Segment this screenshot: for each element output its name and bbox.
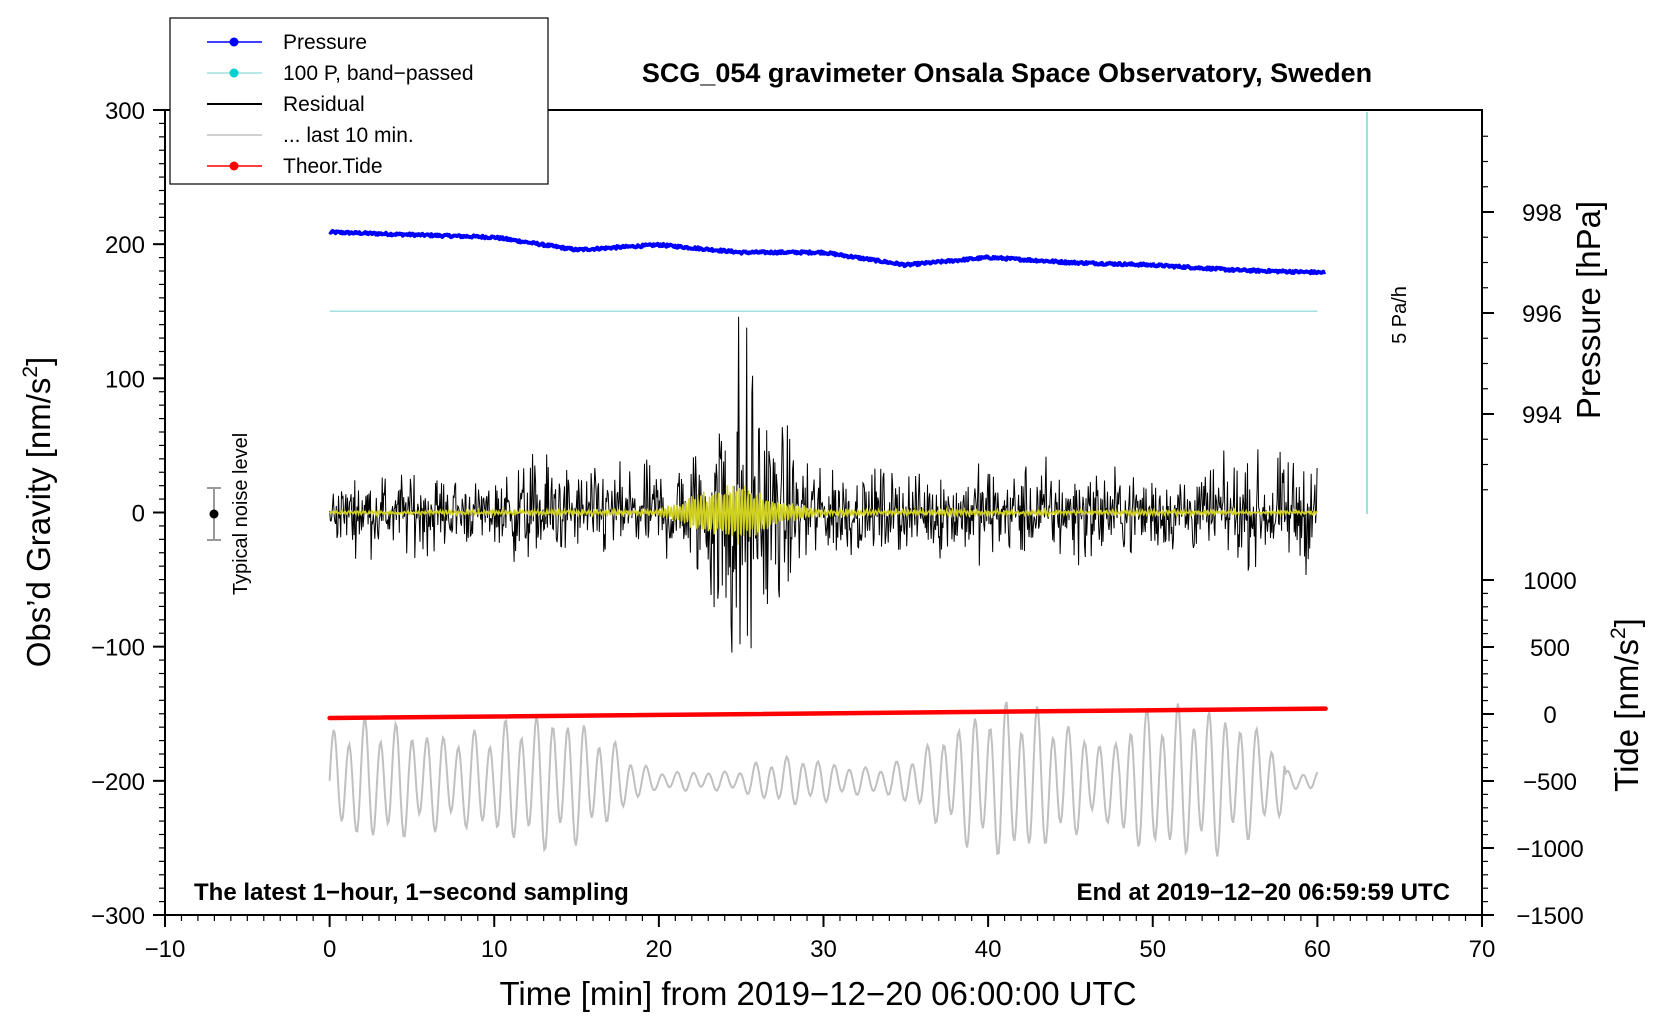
legend-entry: Residual — [207, 93, 365, 116]
pressure-tick-label: 996 — [1522, 301, 1562, 328]
legend-entries: Pressure 100 P, band−passed Residual ... la… — [207, 31, 474, 178]
y-tick-label: 200 — [105, 232, 145, 259]
legend: Pressure 100 P, band−passed Residual ... la… — [169, 17, 549, 185]
series-residual-bandpassed — [328, 485, 1319, 545]
tide-tick-label: −1500 — [1516, 903, 1583, 930]
y-axis-title-tide: Tide [nm/s2] — [1607, 618, 1645, 792]
noise-indicator — [207, 487, 221, 541]
y-axis-title-left-tail: ] — [20, 357, 57, 366]
legend-marker — [229, 68, 239, 78]
x-tick-label: 0 — [323, 936, 336, 963]
y-axis-ticks: −300 −200 −100 0 100 200 300 — [91, 98, 165, 930]
pressure-tick-label: 998 — [1522, 200, 1562, 227]
y-tick-label: −100 — [91, 635, 145, 662]
x-tick-label: 30 — [810, 936, 837, 963]
legend-entry: 100 P, band−passed — [207, 62, 474, 85]
tide-tick-label: 500 — [1530, 635, 1570, 662]
y-tick-label: 300 — [105, 98, 145, 125]
x-tick-label: −10 — [145, 936, 186, 963]
tide-tick-label: 0 — [1543, 702, 1556, 729]
noise-label: Typical noise level — [230, 433, 252, 595]
legend-label: 100 P, band−passed — [283, 62, 474, 85]
y-axis-title-pressure: Pressure [hPa] — [1570, 201, 1607, 419]
x-axis-title: Time [min] from 2019−12−20 06:00:00 UTC — [499, 975, 1136, 1012]
y-axis-title-tide-tail: ] — [1608, 618, 1645, 627]
pressure-tick-label: 994 — [1522, 402, 1562, 429]
x-tick-label: 10 — [481, 936, 508, 963]
legend-marker — [229, 161, 239, 171]
y-tick-label: 0 — [132, 501, 145, 528]
x-tick-label: 60 — [1304, 936, 1331, 963]
y-axis-title-left: Obs’d Gravity [nm/s2] — [19, 357, 57, 668]
x-tick-label: 50 — [1139, 936, 1166, 963]
chart-title: SCG_054 gravimeter Onsala Space Observat… — [642, 58, 1372, 88]
legend-label: ... last 10 min. — [283, 124, 414, 147]
x-tick-label: 20 — [646, 936, 673, 963]
x-tick-label: 40 — [975, 936, 1002, 963]
legend-label: Pressure — [283, 31, 367, 54]
y-tick-label: −200 — [91, 769, 145, 796]
y-axis-title-tide-main: Tide [nm/s — [1608, 639, 1645, 792]
tide-tick-label: −500 — [1523, 769, 1577, 796]
legend-entry: Theor.Tide — [207, 155, 383, 178]
pressure-axis-ticks: 998 996 994 — [1481, 110, 1562, 512]
series-last-10-min — [328, 701, 1319, 857]
series-pressure — [328, 229, 1327, 276]
series-theor-tide — [327, 706, 1328, 721]
series-layer — [327, 229, 1328, 857]
annotation-left: The latest 1−hour, 1−second sampling — [194, 879, 629, 906]
y-tick-label: 100 — [105, 366, 145, 393]
y-tick-label: −300 — [91, 903, 145, 930]
legend-entry: Pressure — [207, 31, 367, 54]
y-axis-title-left-main: Obs’d Gravity [nm/s — [20, 378, 57, 668]
x-axis-ticks: −10 0 10 20 30 40 50 60 70 — [145, 915, 1496, 963]
y-axis-title-tide-sup: 2 — [1607, 627, 1630, 639]
tide-axis-ticks: 1000 500 0 −500 −1000 −1500 — [1482, 568, 1584, 930]
legend-label: Theor.Tide — [283, 155, 383, 178]
series-residual — [329, 316, 1318, 653]
y-axis-title-left-sup: 2 — [19, 366, 42, 378]
tide-tick-label: −1000 — [1516, 836, 1583, 863]
x-tick-label: 70 — [1469, 936, 1496, 963]
tide-tick-label: 1000 — [1523, 568, 1576, 595]
legend-label: Residual — [283, 93, 365, 116]
legend-entry: ... last 10 min. — [207, 124, 414, 147]
legend-marker — [229, 37, 239, 47]
scale-bar-label: 5 Pa/h — [1389, 286, 1411, 344]
annotation-right: End at 2019−12−20 06:59:59 UTC — [1076, 879, 1450, 906]
